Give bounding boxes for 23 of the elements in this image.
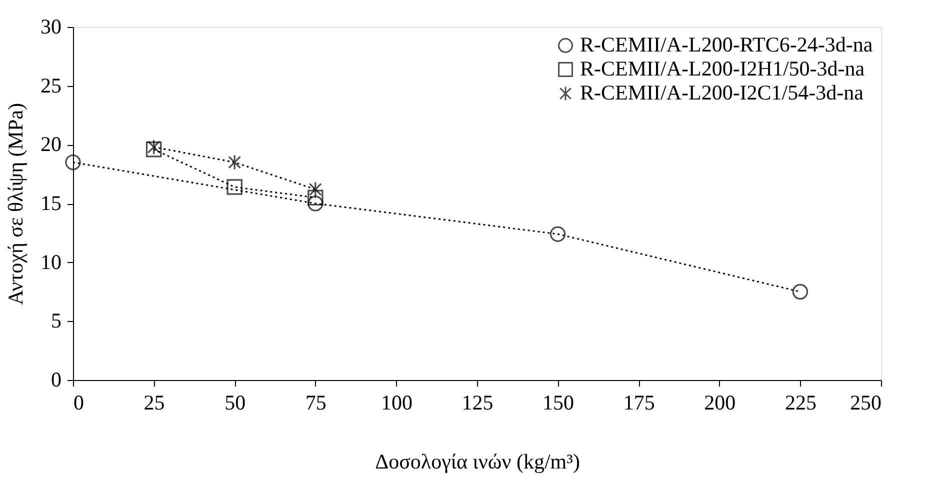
x-tick-label: 0 <box>74 390 84 414</box>
x-tick-label: 100 <box>380 390 412 414</box>
x-tick-label: 25 <box>144 390 165 414</box>
legend-label: R-CEMII/A-L200-I2H1/50-3d-na <box>580 56 866 80</box>
y-tick-label: 20 <box>40 132 62 156</box>
x-tick-label: 75 <box>305 390 326 414</box>
y-tick-label: 30 <box>40 14 62 38</box>
legend-label: R-CEMII/A-L200-I2C1/54-3d-na <box>580 80 864 104</box>
x-tick-label: 250 <box>850 390 882 414</box>
legend-label: R-CEMII/A-L200-RTC6-24-3d-na <box>580 32 874 56</box>
x-tick-label: 50 <box>224 390 246 414</box>
x-tick-label: 125 <box>462 390 494 414</box>
x-axis-title: Δοσολογία ινών (kg/m³) <box>375 450 580 474</box>
x-tick-label: 175 <box>623 390 655 414</box>
y-tick-label: 5 <box>51 308 62 333</box>
y-tick-label: 0 <box>51 368 62 392</box>
y-tick-label: 15 <box>40 191 62 215</box>
x-tick-label: 225 <box>784 390 816 414</box>
y-tick-label: 25 <box>40 73 62 98</box>
x-tick-label: 200 <box>704 390 736 414</box>
x-tick-label: 150 <box>542 390 574 414</box>
y-axis-title: Αντοχή σε θλίψη (MPa) <box>4 103 28 305</box>
y-tick-label: 10 <box>40 250 62 274</box>
